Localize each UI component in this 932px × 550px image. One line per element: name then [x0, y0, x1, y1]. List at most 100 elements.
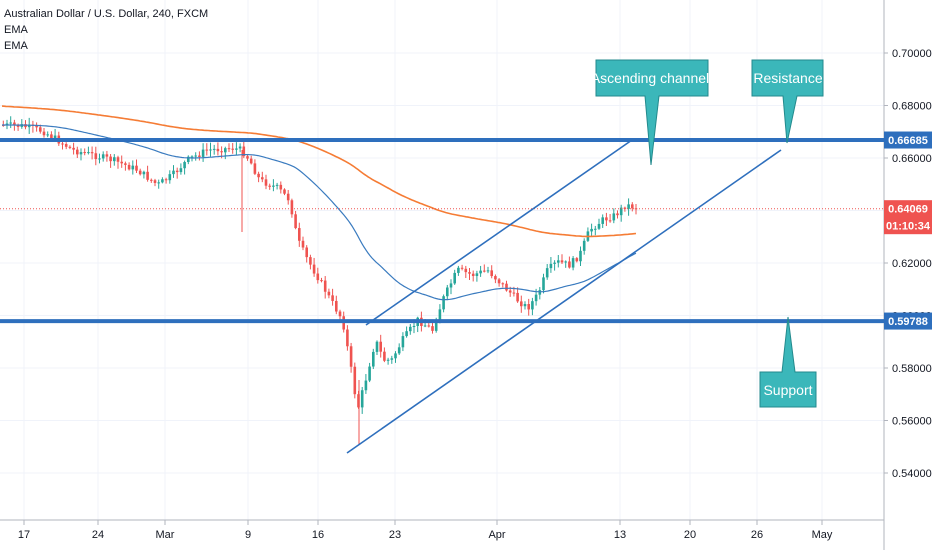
candle-body: [146, 171, 149, 180]
candle-body: [190, 156, 194, 158]
candle-body: [194, 155, 197, 157]
candle-body: [127, 164, 131, 170]
candle-body: [390, 358, 394, 360]
candle-body: [68, 146, 72, 148]
last-price-tag: 0.64069 01:10:34: [884, 200, 932, 235]
time-axis[interactable]: 17 24 Mar 9 16 23 Apr 13 20 26 May: [18, 520, 833, 541]
candle-body: [568, 261, 571, 268]
candle-body: [79, 152, 83, 155]
candle-body: [368, 366, 371, 381]
candle-body: [124, 163, 127, 165]
candle-body: [494, 276, 497, 280]
support-price-tag: 0.59788: [884, 312, 932, 330]
callout-ascending-channel[interactable]: Ascending channel: [591, 59, 709, 166]
channel-lower-line[interactable]: [346, 149, 782, 454]
candle-body: [98, 158, 101, 160]
candle-body: [608, 220, 612, 222]
candle-body: [257, 173, 260, 178]
x-tick-label: 20: [684, 529, 696, 541]
x-tick-label: Apr: [488, 529, 505, 541]
candle-body: [412, 325, 416, 327]
candle-body: [564, 261, 567, 263]
candle-body: [409, 326, 412, 332]
candle-body: [557, 260, 560, 263]
candle-body: [582, 240, 586, 251]
candle-body: [157, 182, 160, 184]
ema-legend-2[interactable]: EMA: [4, 40, 28, 52]
candle-body: [479, 270, 482, 274]
candle-body: [512, 292, 516, 294]
callout-support[interactable]: Support: [759, 316, 817, 408]
candle-body: [464, 268, 468, 273]
candle-body: [227, 148, 231, 150]
candle-body: [349, 346, 353, 367]
y-tick-label: 0.58000: [892, 363, 932, 375]
candle-body: [531, 301, 534, 310]
candle-body: [16, 125, 20, 127]
candle-body: [364, 380, 368, 391]
candle-body: [183, 162, 186, 169]
candle-body: [131, 165, 135, 170]
candle-body: [83, 152, 86, 154]
candle-body: [327, 291, 331, 296]
candle-body: [597, 223, 601, 229]
candle-body: [468, 272, 471, 274]
candle-body: [560, 260, 564, 263]
candle-body: [353, 366, 357, 395]
candle-body: [612, 213, 616, 221]
candle-body: [631, 204, 634, 209]
candle-body: [53, 135, 57, 139]
candle-body: [471, 273, 475, 277]
callout-resistance-label: Resistance: [753, 70, 822, 86]
channel-upper-line[interactable]: [365, 139, 633, 326]
x-tick-label: 13: [614, 529, 626, 541]
candle-body: [209, 149, 212, 151]
candle-body: [13, 122, 16, 126]
candle-body: [94, 153, 98, 160]
svg-text:0.66685: 0.66685: [888, 135, 928, 147]
candle-body: [301, 240, 305, 248]
candle-body: [457, 267, 460, 273]
candle-body: [323, 280, 327, 292]
candle-body: [246, 156, 249, 159]
ema-legend-1[interactable]: EMA: [4, 24, 28, 36]
y-tick-label: 0.56000: [892, 416, 932, 428]
candle-body: [249, 158, 253, 164]
candle-body: [397, 347, 401, 354]
callout-resistance[interactable]: Resistance: [751, 59, 824, 144]
candle-body: [549, 263, 553, 269]
candle-body: [235, 148, 238, 150]
candle-body: [268, 185, 271, 187]
candle-body: [338, 311, 342, 317]
candle-body: [579, 250, 582, 262]
y-tick-label: 0.70000: [892, 48, 932, 60]
candle-body: [505, 283, 508, 291]
candle-body: [375, 341, 379, 352]
candle-body: [619, 207, 623, 216]
ema-slow-line[interactable]: [1, 105, 637, 238]
y-tick-label: 0.62000: [892, 258, 932, 270]
candle-body: [590, 228, 593, 232]
ema-fast-line[interactable]: [2, 124, 637, 301]
x-tick-label: 16: [312, 529, 324, 541]
candle-body: [101, 154, 105, 159]
candle-body: [150, 179, 153, 181]
candle-body: [379, 341, 382, 352]
candle-body: [142, 171, 146, 175]
candle-body: [312, 264, 316, 274]
candle-body: [272, 185, 275, 187]
candle-body: [305, 247, 308, 258]
candle-body: [427, 325, 431, 327]
y-tick-label: 0.54000: [892, 468, 932, 480]
candle-body: [238, 146, 242, 149]
candle-body: [120, 161, 123, 164]
candle-body: [172, 170, 175, 175]
candle-body: [386, 359, 390, 361]
candle-body: [346, 329, 349, 347]
price-axis[interactable]: 0.540000.560000.580000.600000.620000.640…: [884, 48, 932, 480]
candle-body: [290, 200, 294, 215]
candle-body: [46, 134, 49, 136]
symbol-title[interactable]: Australian Dollar / U.S. Dollar, 240, FX…: [4, 8, 209, 20]
candle-body: [605, 217, 608, 221]
